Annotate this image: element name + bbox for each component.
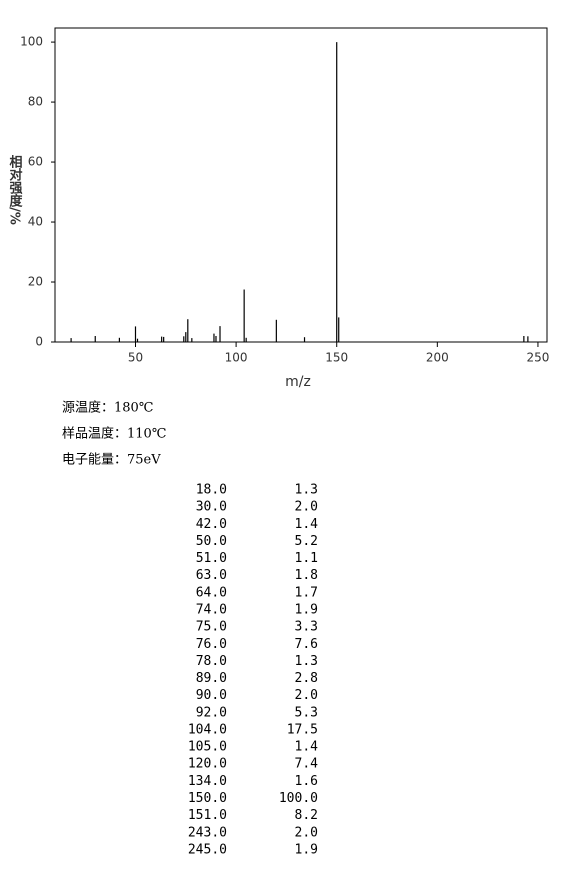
- mz-cell: 42.0: [196, 517, 227, 532]
- intensity-cell: 2.0: [295, 825, 318, 840]
- mz-cell: 76.0: [196, 637, 227, 652]
- mz-cell: 18.0: [196, 483, 227, 498]
- intensity-cell: 5.2: [295, 534, 318, 549]
- condition: 源温度：180℃: [62, 400, 153, 416]
- y-tick-label: 80: [28, 95, 43, 109]
- intensity-cell: 7.6: [295, 637, 318, 652]
- mz-cell: 64.0: [196, 585, 227, 600]
- intensity-cell: 5.3: [295, 705, 318, 720]
- plot-frame: [54, 27, 548, 343]
- x-tick-label: 50: [128, 351, 143, 365]
- intensity-cell: 7.4: [295, 757, 319, 772]
- mz-cell: 245.0: [188, 842, 227, 857]
- mz-cell: 105.0: [188, 740, 227, 755]
- intensity-cell: 17.5: [287, 722, 318, 737]
- intensity-cell: 1.4: [295, 740, 319, 755]
- mz-cell: 74.0: [196, 602, 227, 617]
- intensity-cell: 2.0: [295, 688, 318, 703]
- mz-cell: 50.0: [196, 534, 227, 549]
- mz-cell: 243.0: [188, 825, 227, 840]
- y-tick-label: 60: [28, 155, 43, 169]
- condition: 样品温度：110℃: [62, 426, 166, 442]
- mz-cell: 120.0: [188, 757, 227, 772]
- mz-cell: 51.0: [196, 551, 227, 566]
- y-tick-label: 40: [28, 215, 43, 229]
- mz-cell: 134.0: [188, 774, 227, 789]
- mz-cell: 151.0: [188, 808, 227, 823]
- x-tick-label: 200: [426, 351, 449, 365]
- intensity-cell: 1.9: [295, 842, 318, 857]
- intensity-cell: 2.0: [295, 500, 318, 515]
- y-axis-label: 相对强度/%: [7, 155, 23, 225]
- y-tick-label: 20: [28, 275, 43, 289]
- intensity-cell: 100.0: [279, 791, 318, 806]
- x-axis-label: m/z: [285, 374, 311, 390]
- intensity-cell: 8.2: [295, 808, 318, 823]
- intensity-cell: 1.4: [295, 517, 319, 532]
- mz-cell: 89.0: [196, 671, 227, 686]
- mz-cell: 78.0: [196, 654, 227, 669]
- intensity-cell: 1.7: [295, 585, 318, 600]
- y-tick-label: 0: [35, 335, 43, 349]
- intensity-cell: 1.9: [295, 602, 318, 617]
- mz-cell: 150.0: [188, 791, 227, 806]
- mz-cell: 75.0: [196, 620, 227, 635]
- x-tick-label: 150: [325, 351, 348, 365]
- x-tick-label: 250: [526, 351, 549, 365]
- intensity-cell: 1.3: [295, 654, 318, 669]
- intensity-cell: 2.8: [295, 671, 318, 686]
- intensity-cell: 3.3: [295, 620, 318, 635]
- mz-cell: 90.0: [196, 688, 227, 703]
- x-tick-label: 100: [225, 351, 248, 365]
- y-tick-label: 100: [20, 35, 43, 49]
- intensity-cell: 1.3: [295, 483, 318, 498]
- mz-cell: 92.0: [196, 705, 227, 720]
- intensity-cell: 1.8: [295, 568, 318, 583]
- mz-cell: 30.0: [196, 500, 227, 515]
- mz-cell: 63.0: [196, 568, 227, 583]
- intensity-cell: 1.1: [295, 551, 318, 566]
- mz-cell: 104.0: [188, 722, 227, 737]
- intensity-cell: 1.6: [295, 774, 318, 789]
- condition: 电子能量：75eV: [62, 453, 161, 468]
